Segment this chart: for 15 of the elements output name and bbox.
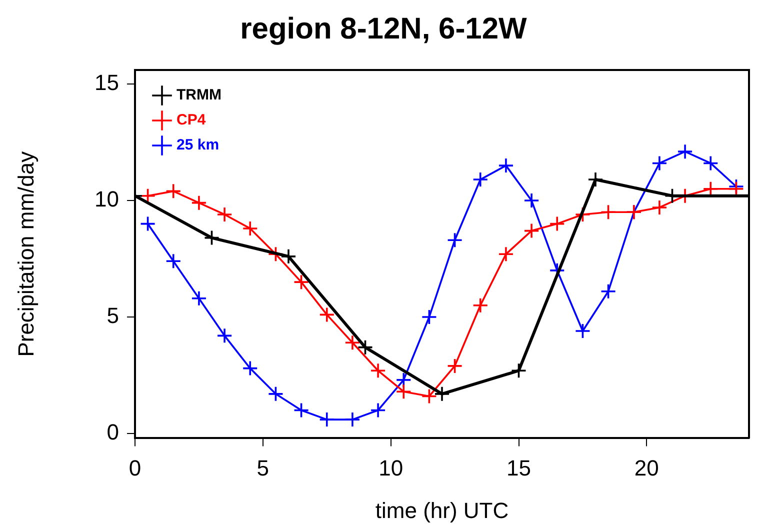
y-tick-label: 5 — [106, 303, 119, 328]
x-axis-title: time (hr) UTC — [375, 498, 509, 523]
x-tick-label: 10 — [378, 455, 404, 480]
legend-label: TRMM — [176, 86, 222, 104]
legend-label: CP4 — [176, 112, 206, 129]
x-tick-label: 5 — [256, 455, 270, 480]
x-tick-label: 20 — [634, 455, 659, 480]
y-axis-title: Precipitation mm/day — [13, 151, 38, 357]
legend-label: 25 km — [176, 136, 220, 154]
x-tick-label: 15 — [506, 455, 531, 480]
x-tick-label: 0 — [128, 455, 142, 480]
y-tick-label: 0 — [106, 420, 119, 445]
y-tick-label: 10 — [94, 186, 119, 212]
y-tick-label: 15 — [94, 70, 119, 96]
chart-title: region 8-12N, 6-12W — [240, 12, 528, 46]
